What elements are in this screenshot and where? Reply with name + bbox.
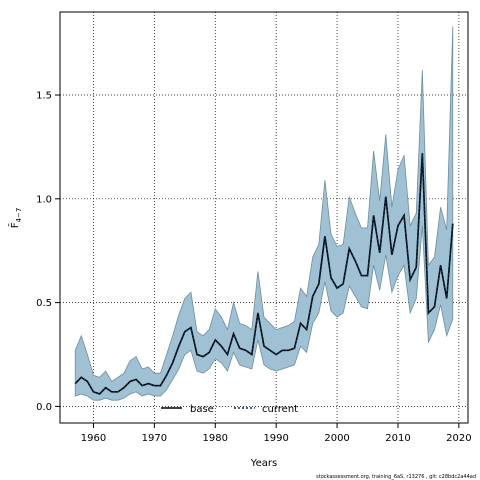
x-axis-title: Years [250, 458, 277, 469]
x-tick-label: 2000 [324, 433, 349, 444]
confidence-band [74, 26, 454, 401]
y-tick-label: 1.5 [36, 91, 52, 102]
y-tick-label: 0.0 [36, 402, 52, 413]
y-axis-title-group: F̄4−7 [8, 208, 23, 229]
y-tick-label: 1.0 [36, 194, 52, 205]
legend: base current [161, 404, 298, 415]
x-tick-label: 1990 [263, 433, 288, 444]
y-axis-title: F̄4−7 [8, 208, 23, 229]
y-axis-title-subscript: 4−7 [15, 208, 23, 223]
x-tick-label: 1970 [142, 433, 167, 444]
series-lines [74, 153, 454, 395]
x-tick-label: 1980 [203, 433, 228, 444]
y-tick-label: 0.5 [36, 298, 52, 309]
plot-frame [59, 11, 469, 424]
legend-label-current: current [262, 404, 298, 415]
y-axis-ticks: 0.0 0.5 1.0 1.5 [36, 91, 60, 413]
x-tick-label: 1960 [81, 433, 106, 444]
x-axis-ticks: 1960 1970 1980 1990 2000 2010 2020 [81, 423, 472, 444]
y-axis-title-main: F̄ [8, 222, 21, 228]
confidence-band-area [74, 26, 454, 401]
footer-credit: stockassessment.org, training_6aS, r1327… [316, 474, 476, 480]
x-tick-label: 2010 [385, 433, 410, 444]
legend-label-base: base [190, 404, 214, 415]
x-tick-label: 2020 [446, 433, 471, 444]
series-line-base [74, 153, 454, 395]
